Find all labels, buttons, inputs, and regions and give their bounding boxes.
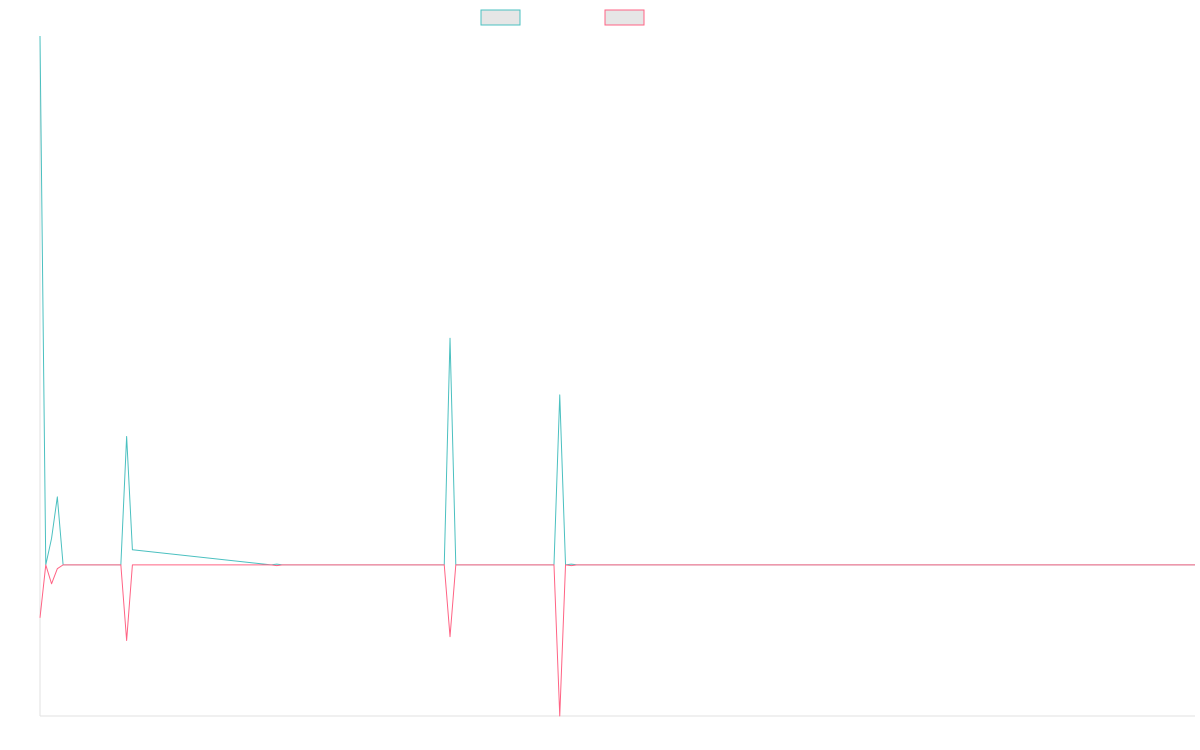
legend-swatch-1[interactable] [480,9,521,26]
legend [480,9,645,26]
axes [39,36,1195,717]
plot-area [39,35,1195,717]
legend-swatch-2[interactable] [604,9,645,26]
series-line-2 [39,564,1195,717]
series-line-1 [39,35,1195,566]
